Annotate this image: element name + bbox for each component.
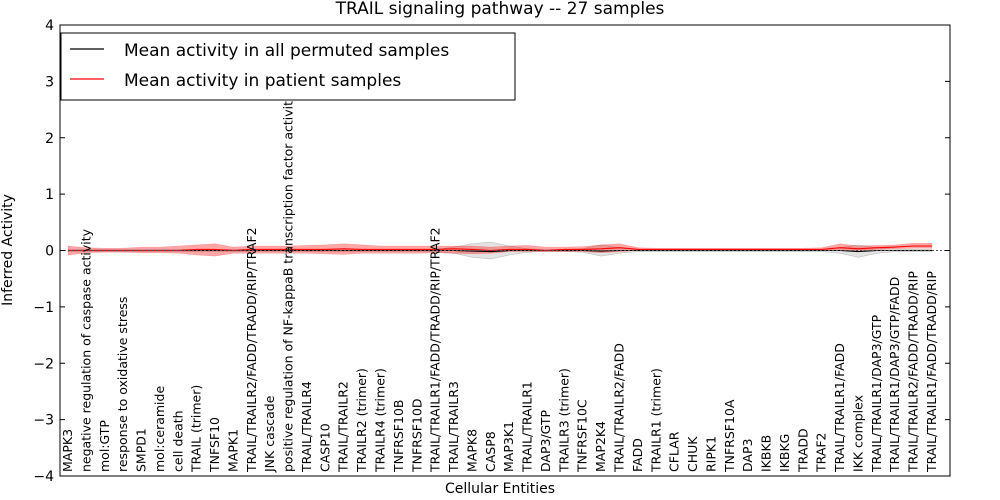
y-tick-label: −3 [33, 413, 54, 429]
x-category-label: negative regulation of caspase activity [78, 228, 93, 472]
x-category-label: TRAF2 [814, 432, 829, 473]
y-tick-label: 0 [45, 244, 54, 260]
x-category-label: IKBKG [777, 434, 792, 472]
x-category-label: CASP8 [483, 431, 498, 472]
y-tick-label: −2 [33, 356, 54, 372]
x-category-label: TRADD [795, 428, 810, 473]
x-category-label: cell death [170, 410, 185, 472]
y-tick-label: −4 [33, 469, 54, 485]
x-category-label: SMPD1 [134, 428, 149, 472]
x-category-label: TRAIL/TRAILR4 [299, 381, 314, 473]
x-category-label: MAPK8 [464, 429, 479, 472]
x-category-label: TRAIL/TRAILR1/FADD/TRADD/RIP [924, 271, 939, 473]
legend-label-patient: Mean activity in patient samples [124, 71, 401, 91]
x-category-label: DAP3 [740, 439, 755, 472]
x-category-label: MAP3K1 [501, 421, 516, 472]
y-tick-label: 4 [45, 18, 54, 34]
y-tick-label: −1 [33, 300, 54, 316]
x-category-label: TRAILR1 (trimer) [648, 368, 663, 473]
x-category-label: MAP2K4 [593, 421, 608, 472]
x-category-label: TRAILR4 (trimer) [373, 368, 388, 473]
y-tick-label: 2 [45, 131, 54, 147]
x-category-label: CHUK [685, 436, 700, 472]
x-category-label: TNFRSF10B [391, 400, 406, 473]
x-category-label: TRAIL/TRAILR1/FADD [832, 343, 847, 473]
x-category-label: response to oxidative stress [115, 297, 130, 472]
x-category-label: MAPK1 [225, 429, 240, 472]
x-category-label: IKK complex [851, 395, 866, 472]
x-axis-category-labels: MAPK3 negative regulation of caspase acti… [60, 93, 939, 473]
x-category-label: TRAIL/TRAILR1/DAP3/GTP [869, 314, 884, 473]
x-category-label: TNFRSF10C [575, 399, 590, 473]
x-category-label: TNFSF10 [207, 417, 222, 473]
x-category-label: positive regulation of NF-kappaB transcr… [281, 93, 296, 472]
x-category-label: MAPK3 [60, 429, 75, 472]
x-category-label: TRAIL/TRAILR1/DAP3/GTP/FADD [887, 277, 902, 473]
chart-title: TRAIL signaling pathway -- 27 samples [335, 0, 665, 19]
x-category-label: TRAIL/TRAILR2/FADD/TRADD/RIP [906, 271, 921, 473]
y-tick-label: 1 [45, 187, 54, 203]
y-tick-label: 3 [45, 74, 54, 90]
series-line-patient [68, 245, 932, 252]
x-category-label: TNFRSF10D [409, 398, 424, 473]
x-category-label: TRAILR3 (trimer) [556, 368, 571, 473]
x-axis-label: Cellular Entities [445, 481, 555, 497]
x-category-label: mol:GTP [97, 420, 112, 472]
x-category-label: IKBKB [759, 435, 774, 472]
x-category-label: TRAIL/TRAILR1/FADD/TRADD/RIP/TRAF2 [428, 227, 443, 473]
legend-box [60, 32, 516, 101]
x-category-label: TNFRSF10A [722, 399, 737, 473]
x-category-label: RIPK1 [703, 436, 718, 472]
legend: Mean activity in all permuted samples Me… [60, 32, 516, 101]
y-axis: −4 −3 −2 −1 0 1 2 3 4 [33, 18, 950, 485]
x-category-label: TRAIL/TRAILR2/FADD [612, 343, 627, 473]
y-axis-label: Inferred Activity [0, 194, 16, 306]
x-category-label: TRAIL (trimer) [189, 385, 204, 473]
x-category-label: CFLAR [667, 431, 682, 472]
x-category-label: mol:ceramide [152, 386, 167, 472]
x-category-label: TRAILR2 (trimer) [354, 368, 369, 473]
x-category-label: TRAIL/TRAILR2 [336, 381, 351, 473]
x-category-label: TRAIL/TRAILR3 [446, 381, 461, 473]
x-category-label: TRAIL/TRAILR2/FADD/TRADD/RIP/TRAF2 [244, 227, 259, 473]
x-category-label: TRAIL/TRAILR1 [520, 381, 535, 473]
x-category-label: CASP10 [317, 423, 332, 472]
x-category-label: FADD [630, 438, 645, 472]
legend-label-permuted: Mean activity in all permuted samples [124, 41, 449, 61]
x-category-label: JNK cascade [262, 395, 277, 473]
x-category-label: DAP3/GTP [538, 409, 553, 472]
